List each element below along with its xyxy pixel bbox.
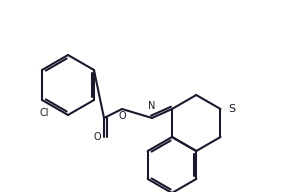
- Text: O: O: [93, 132, 101, 142]
- Text: S: S: [228, 104, 236, 114]
- Text: Cl: Cl: [39, 108, 49, 118]
- Text: O: O: [118, 111, 126, 121]
- Text: N: N: [148, 101, 156, 111]
